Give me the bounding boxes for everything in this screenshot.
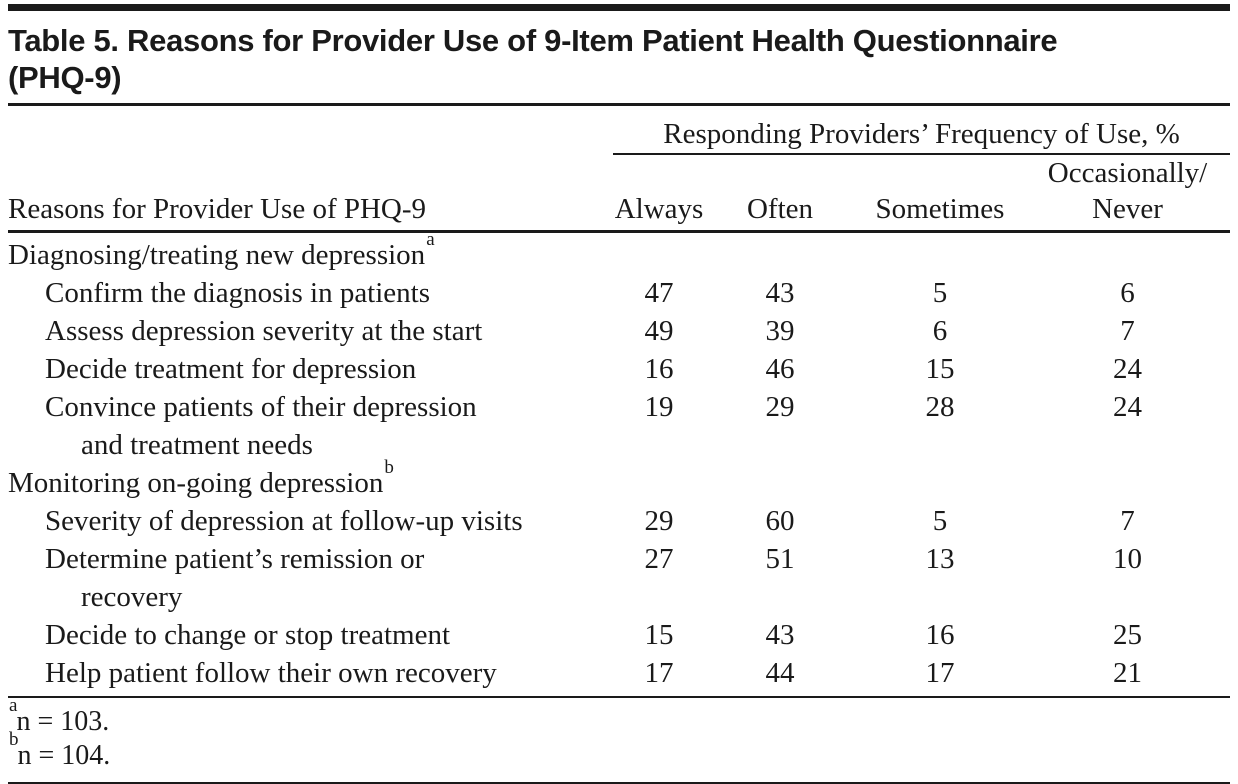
table-row: Convince patients of their depression and… (8, 388, 1230, 464)
value-cell: 43 (765, 619, 795, 651)
value-cell (1025, 232, 1230, 275)
value-cell: 47 (644, 277, 674, 309)
value-cell: 19 (644, 391, 674, 423)
value-cell: 17 (644, 657, 674, 689)
value-cell: 15 (644, 619, 674, 651)
spanner-row: Responding Providers’ Frequency of Use, … (8, 106, 1231, 155)
value-cell: 15 (925, 353, 955, 385)
reason-label: Help patient follow their own recovery (45, 657, 497, 689)
reason-label: Diagnosing/treating new depressiona (8, 228, 435, 271)
value-cell: 25 (1113, 619, 1143, 651)
reason-cell: Monitoring on-going depressionb (8, 456, 613, 502)
value-cell: 7 (1120, 315, 1135, 347)
reason-cell: Decide to change or stop treatment (8, 616, 613, 654)
footnote: bn = 104. (9, 729, 111, 771)
reason-label: Severity of depression at follow-up visi… (45, 505, 523, 537)
reason-cell: Decide treatment for depression (8, 350, 613, 388)
reason-cell: Confirm the diagnosis in patients (8, 274, 613, 312)
table-row: Diagnosing/treating new depressiona (8, 228, 1230, 275)
value-cell (613, 232, 705, 275)
value-cell: 28 (925, 391, 955, 423)
value-cell: 29 (644, 505, 674, 537)
column-header-occasionally-never: Occasionally/Never (1025, 154, 1231, 233)
reason-label: Monitoring on-going depressionb (8, 456, 394, 499)
value-cell: 21 (1113, 657, 1143, 689)
value-cell (1025, 464, 1230, 502)
column-header-row: Reasons for Provider Use of PHQ-9 Always… (8, 154, 1231, 233)
table-row: Determine patient’s remission or recovery… (8, 540, 1230, 616)
reason-label: Confirm the diagnosis in patients (45, 277, 431, 309)
footnote: an = 103. (9, 695, 110, 737)
table-body: Diagnosing/treating new depressiona Confi… (8, 228, 1231, 697)
reason-label: Convince patients of their depression (45, 391, 477, 423)
value-cell: 39 (765, 315, 795, 347)
reason-cell: Severity of depression at follow-up visi… (8, 502, 613, 540)
value-cell: 17 (925, 657, 955, 689)
value-cell: 46 (765, 353, 795, 385)
reason-label: Assess depression severity at the start (45, 315, 483, 347)
table-row: Decide to change or stop treatment 15 43 16… (8, 616, 1230, 654)
table-row: Decide treatment for depression 16 46 15 24 (8, 350, 1230, 388)
reason-cell: Diagnosing/treating new depressiona (8, 228, 613, 275)
column-header-sometimes: Sometimes (855, 154, 1025, 233)
title-rule (8, 103, 1230, 106)
value-cell: 5 (932, 505, 948, 537)
stub-column-header: Reasons for Provider Use of PHQ-9 (8, 154, 613, 233)
value-cell: 43 (765, 277, 795, 309)
reason-label-wrap: and treatment needs (81, 429, 313, 461)
value-cell: 10 (1113, 543, 1143, 575)
value-cell (855, 464, 1025, 502)
value-cell: 29 (765, 391, 795, 423)
spanner-spacer (8, 106, 613, 154)
table-row: Monitoring on-going depressionb (8, 456, 1230, 502)
spanner-header: Responding Providers’ Frequency of Use, … (613, 106, 1231, 155)
value-cell: 6 (932, 315, 948, 347)
table-row: Severity of depression at follow-up visi… (8, 502, 1230, 540)
value-cell (705, 232, 855, 275)
value-cell: 6 (1120, 277, 1135, 309)
reason-label-wrap: recovery (81, 581, 183, 613)
value-cell (613, 464, 705, 502)
top-bar-rule (8, 4, 1230, 11)
reason-label: Decide to change or stop treatment (45, 619, 451, 651)
footnote-marker: a (9, 695, 18, 717)
paper-table-figure: Table 5. Reasons for Provider Use of 9-I… (0, 4, 1238, 784)
bottom-rule (8, 782, 1230, 784)
value-cell: 24 (1113, 353, 1143, 385)
table-title-line1: Table 5. Reasons for Provider Use of 9-I… (8, 23, 1058, 58)
table-header: Responding Providers’ Frequency of Use, … (8, 106, 1231, 233)
reason-cell: Help patient follow their own recovery (8, 654, 613, 697)
value-cell: 49 (644, 315, 674, 347)
value-cell: 44 (765, 657, 795, 689)
table-row: Assess depression severity at the start 4… (8, 312, 1230, 350)
column-header-often: Often (705, 154, 855, 233)
table-row: Help patient follow their own recovery 17… (8, 654, 1230, 697)
table-title-line2: (PHQ-9) (8, 60, 122, 95)
phq9-reasons-table: Responding Providers’ Frequency of Use, … (8, 106, 1231, 698)
footnote-marker: b (9, 729, 19, 751)
reason-cell: Assess depression severity at the start (8, 312, 613, 350)
value-cell: 13 (925, 543, 955, 575)
value-cell: 5 (932, 277, 948, 309)
value-cell: 24 (1113, 391, 1143, 423)
value-cell: 7 (1120, 505, 1135, 537)
footnote-marker: b (384, 456, 394, 478)
value-cell (705, 464, 855, 502)
value-cell: 60 (765, 505, 795, 537)
table-row: Confirm the diagnosis in patients 47 43 5 6 (8, 274, 1230, 312)
column-header-always: Always (613, 154, 705, 233)
reason-label: Decide treatment for depression (45, 353, 417, 385)
value-cell: 51 (765, 543, 795, 575)
value-cell: 16 (644, 353, 674, 385)
footnote-marker: a (426, 228, 435, 250)
table-title: Table 5. Reasons for Provider Use of 9-I… (8, 22, 1230, 96)
value-cell: 27 (644, 543, 674, 575)
reason-cell: Determine patient’s remission or recovery (8, 540, 613, 616)
reason-label: Determine patient’s remission or (45, 543, 425, 575)
value-cell (855, 232, 1025, 275)
table-footnotes: an = 103. bn = 104. (8, 695, 1230, 773)
reason-cell: Convince patients of their depression and… (8, 388, 613, 464)
value-cell: 16 (925, 619, 955, 651)
